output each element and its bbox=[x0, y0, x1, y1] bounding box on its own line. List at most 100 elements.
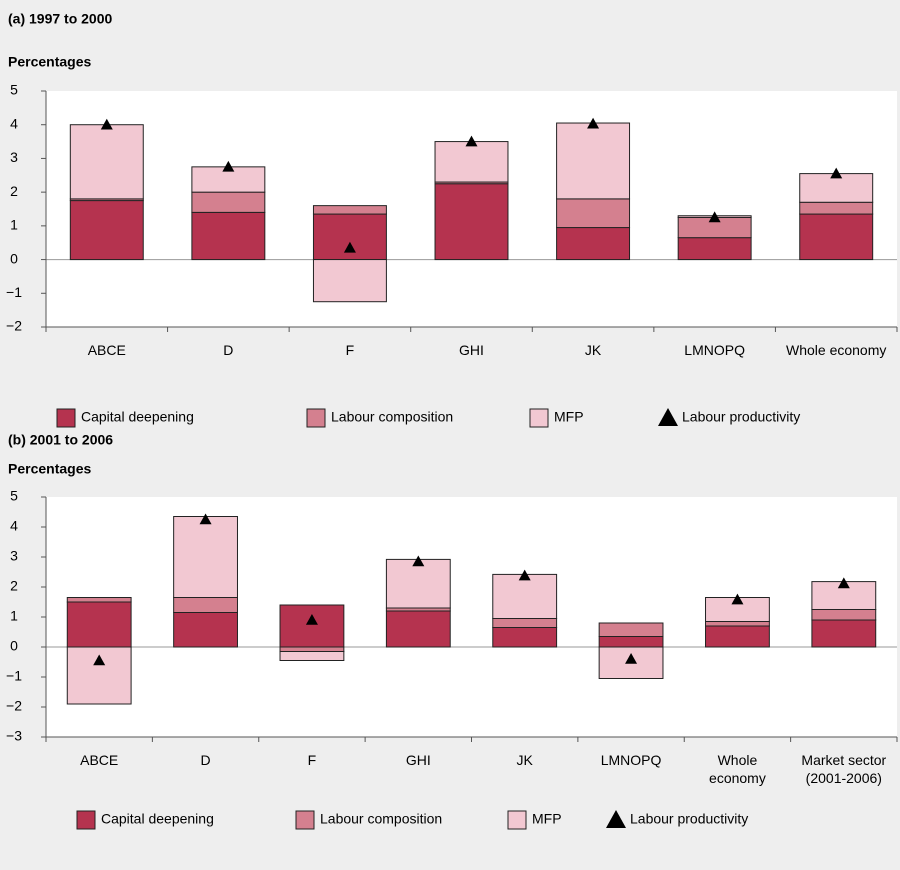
y-tick-label: 2 bbox=[10, 183, 18, 199]
y-tick-label: 4 bbox=[10, 518, 18, 534]
bar-segment bbox=[492, 627, 558, 648]
bar-segment bbox=[677, 237, 752, 261]
legend-swatch bbox=[507, 810, 527, 830]
y-axis-label: Percentages bbox=[8, 54, 91, 70]
bar-segment bbox=[279, 651, 345, 661]
bar-segment bbox=[598, 622, 664, 637]
chart-title: (a) 1997 to 2000 bbox=[8, 11, 112, 27]
bar-segment bbox=[173, 516, 238, 598]
bar-segment bbox=[434, 183, 509, 261]
y-tick-label: 1 bbox=[10, 217, 18, 233]
x-tick-label: JK bbox=[584, 342, 602, 358]
bar-segment bbox=[598, 636, 664, 648]
x-tick-label: GHI bbox=[459, 342, 484, 358]
x-tick-label: F bbox=[345, 342, 355, 358]
bar-segment bbox=[69, 124, 144, 200]
productivity-marker bbox=[830, 167, 843, 179]
bar-segment bbox=[811, 581, 877, 610]
x-tick-label: JK bbox=[516, 752, 533, 768]
productivity-marker bbox=[625, 653, 638, 664]
y-tick-label: 5 bbox=[10, 82, 18, 98]
legend-label: Labour composition bbox=[331, 409, 453, 425]
y-tick-label: −3 bbox=[6, 728, 22, 744]
bar-segment bbox=[69, 200, 144, 261]
bar-segment bbox=[385, 558, 451, 609]
bar-segment bbox=[492, 618, 558, 628]
productivity-marker bbox=[199, 513, 212, 525]
legend-label: Capital deepening bbox=[81, 409, 194, 425]
productivity-marker bbox=[518, 569, 531, 581]
bar-segment bbox=[312, 259, 387, 303]
bar-segment bbox=[556, 198, 631, 229]
x-tick-label: Market sector (2001-2006) bbox=[801, 752, 887, 786]
legend-label: Capital deepening bbox=[101, 811, 214, 827]
y-tick-label: 2 bbox=[10, 578, 18, 594]
bar-segment bbox=[556, 122, 631, 200]
chart-title: (b) 2001 to 2006 bbox=[8, 432, 113, 448]
bar-segment bbox=[556, 227, 631, 261]
legend-label: MFP bbox=[554, 409, 584, 425]
bar-segment bbox=[173, 612, 238, 648]
bar-segment bbox=[705, 625, 770, 648]
bar-segment bbox=[811, 619, 877, 648]
x-tick-label: D bbox=[200, 752, 211, 768]
legend-label: Labour productivity bbox=[630, 811, 748, 827]
x-tick-label: ABCE bbox=[87, 342, 126, 358]
bar-segment bbox=[811, 609, 877, 621]
productivity-marker bbox=[305, 614, 318, 625]
legend-swatch bbox=[76, 810, 96, 830]
bar-segment bbox=[279, 646, 345, 652]
y-tick-label: 0 bbox=[10, 250, 18, 266]
legend-swatch bbox=[306, 408, 326, 428]
y-tick-label: 0 bbox=[10, 638, 18, 654]
productivity-marker bbox=[222, 160, 235, 172]
productivity-marker bbox=[412, 555, 425, 567]
productivity-marker bbox=[587, 117, 600, 129]
legend-label: MFP bbox=[532, 811, 562, 827]
productivity-marker bbox=[343, 241, 356, 253]
bar-segment bbox=[385, 610, 451, 648]
y-tick-label: 1 bbox=[10, 608, 18, 624]
y-tick-label: 5 bbox=[10, 488, 18, 504]
bar-segment bbox=[191, 191, 266, 213]
productivity-marker bbox=[93, 654, 106, 666]
y-tick-label: −1 bbox=[6, 668, 22, 684]
x-tick-label: ABCE bbox=[80, 752, 119, 768]
legend-swatch bbox=[529, 408, 549, 428]
legend-marker bbox=[606, 810, 626, 828]
x-tick-label: GHI bbox=[405, 752, 431, 768]
productivity-marker bbox=[837, 577, 850, 589]
bar-segment bbox=[191, 166, 266, 193]
bar-segment bbox=[66, 597, 132, 603]
x-tick-label: Whole economy bbox=[786, 342, 887, 358]
legend-label: Labour composition bbox=[320, 811, 442, 827]
x-tick-label: F bbox=[307, 752, 317, 768]
x-tick-label: LMNOPQ bbox=[684, 342, 745, 358]
legend-swatch bbox=[56, 408, 76, 428]
x-tick-label: D bbox=[223, 342, 234, 358]
bar-segment bbox=[191, 211, 266, 261]
bar-segment bbox=[173, 597, 238, 613]
bar-segment bbox=[312, 205, 387, 215]
bar-segment bbox=[434, 141, 509, 183]
x-tick-label: LMNOPQ bbox=[600, 752, 662, 768]
productivity-marker bbox=[100, 118, 113, 130]
bar-segment bbox=[279, 604, 345, 648]
productivity-marker bbox=[708, 211, 721, 223]
y-tick-label: 3 bbox=[10, 149, 18, 165]
bar-segment bbox=[799, 173, 874, 203]
legend-swatch bbox=[295, 810, 315, 830]
legend-label: Labour productivity bbox=[682, 409, 800, 425]
y-tick-label: −2 bbox=[6, 698, 22, 714]
productivity-marker bbox=[465, 135, 478, 147]
bar-segment bbox=[705, 621, 770, 627]
bar-segment bbox=[312, 213, 387, 261]
y-tick-label: −1 bbox=[6, 284, 22, 300]
y-tick-label: 3 bbox=[10, 548, 18, 564]
x-tick-label: Whole economy bbox=[709, 752, 766, 786]
y-tick-label: 4 bbox=[10, 115, 18, 131]
bar-segment bbox=[799, 213, 874, 261]
y-axis-label: Percentages bbox=[8, 461, 91, 477]
